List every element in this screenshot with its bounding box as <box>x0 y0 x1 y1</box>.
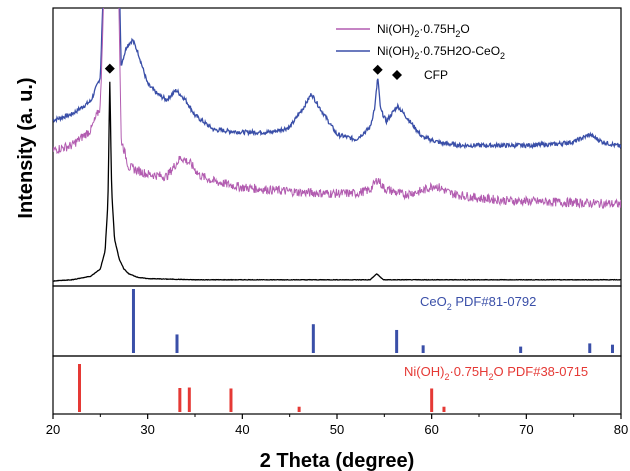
reference-lines-layer <box>78 289 614 412</box>
series-line-cfp <box>53 81 621 282</box>
y-axis-title: Intensity (a. u.) <box>15 77 37 218</box>
series-layer <box>53 8 621 282</box>
series-line-nioh2 <box>53 8 621 209</box>
x-tick-label-30: 30 <box>140 422 154 437</box>
legend-label-ceo2-composite: Ni(OH)2·0.75H2O-CeO2 <box>377 44 505 61</box>
ceo2-reference-label: CeO2 PDF#81-0792 <box>420 294 536 312</box>
x-tick-label-50: 50 <box>330 422 344 437</box>
x-tick-label-20: 20 <box>46 422 60 437</box>
x-axis-title: 2 Theta (degree) <box>260 450 414 471</box>
x-tick-label-80: 80 <box>614 422 628 437</box>
legend-label-cfp: CFP <box>424 68 448 82</box>
legend-label-nioh2: Ni(OH)2·0.75H2O <box>377 22 470 39</box>
legend-diamond-icon <box>392 70 402 80</box>
nioh2-reference-label: Ni(OH)2·0.75H2O PDF#38-0715 <box>404 364 588 382</box>
x-tick-label-70: 70 <box>519 422 533 437</box>
cfp-peak-diamond-0 <box>104 63 115 74</box>
x-axis-ticks: 20 30 40 50 60 70 80 <box>46 414 628 437</box>
cfp-peak-diamond-1 <box>372 64 383 75</box>
series-line-ceo2_composite <box>53 8 621 150</box>
x-tick-label-40: 40 <box>235 422 249 437</box>
x-tick-label-60: 60 <box>424 422 438 437</box>
legend: Ni(OH)2·0.75H2O Ni(OH)2·0.75H2O-CeO2 CFP <box>336 22 505 82</box>
marker-layer <box>104 63 383 75</box>
